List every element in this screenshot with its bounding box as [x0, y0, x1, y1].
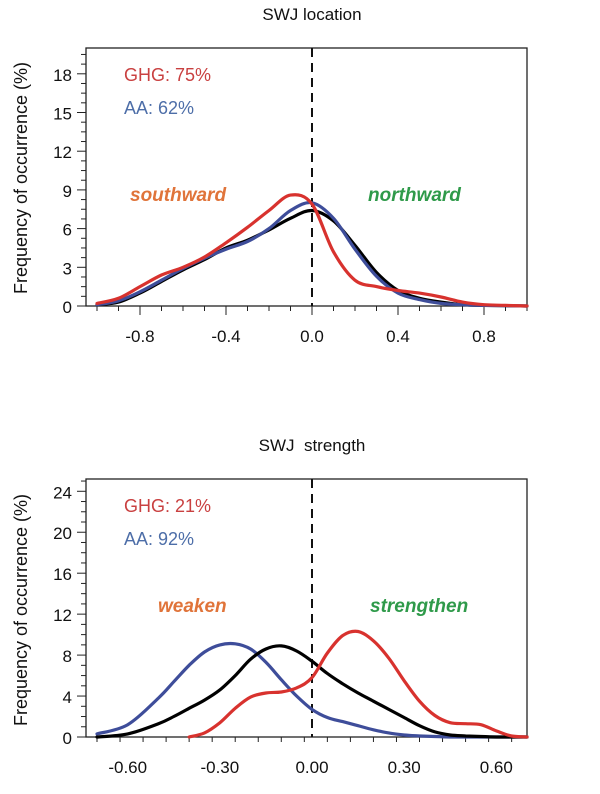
chart-swj-strength: SWJ strength Frequency of occurrence (%)… — [11, 436, 529, 777]
y-axis-label: Frequency of occurrence (%) — [11, 62, 31, 294]
plot-frame — [85, 47, 528, 307]
ghg-stat-label: GHG: 21% — [124, 496, 211, 516]
y-tick-label: 9 — [63, 182, 72, 201]
y-tick-label: 0 — [63, 729, 72, 748]
y-tick-label: 4 — [63, 688, 72, 707]
chart-swj-location: SWJ location Frequency of occurrence (%)… — [11, 5, 529, 346]
y-tick-label: 15 — [53, 105, 72, 124]
chart-title: SWJ strength — [259, 436, 366, 455]
northward-label: northward — [368, 185, 461, 206]
y-tick-label: 6 — [63, 221, 72, 240]
y-tick-label: 0 — [63, 298, 72, 317]
aa-stat-label: AA: 62% — [124, 98, 194, 118]
x-tick-label: 0.4 — [386, 327, 410, 346]
x-tick-label: 0.0 — [300, 327, 324, 346]
series-line-ghg — [95, 193, 529, 308]
y-tick-label: 8 — [63, 647, 72, 666]
y-tick-label: 24 — [53, 483, 72, 502]
x-tick-label: -0.4 — [211, 327, 240, 346]
y-tick-label: 3 — [63, 259, 72, 278]
x-tick-label: -0.8 — [125, 327, 154, 346]
y-axis-label: Frequency of occurrence (%) — [11, 494, 31, 726]
y-tick-label: 18 — [53, 66, 72, 85]
x-tick-label: 0.8 — [472, 327, 496, 346]
aa-stat-label: AA: 92% — [124, 529, 194, 549]
series-line-all — [95, 644, 529, 739]
y-tick-label: 20 — [53, 524, 72, 543]
series-line-ghg — [187, 629, 529, 739]
y-tick-label: 12 — [53, 606, 72, 625]
plot-frame — [85, 478, 528, 738]
southward-label: southward — [130, 185, 226, 206]
ghg-stat-label: GHG: 75% — [124, 65, 211, 85]
x-tick-label: -0.60 — [108, 758, 147, 777]
y-tick-label: 12 — [53, 143, 72, 162]
x-tick-label: 0.30 — [388, 758, 421, 777]
y-tick-label: 16 — [53, 565, 72, 584]
chart-title: SWJ location — [262, 5, 361, 24]
x-tick-label: 0.00 — [295, 758, 328, 777]
weaken-label: weaken — [158, 596, 227, 617]
x-tick-label: 0.60 — [480, 758, 513, 777]
x-tick-label: -0.30 — [200, 758, 239, 777]
strengthen-label: strengthen — [370, 596, 468, 617]
